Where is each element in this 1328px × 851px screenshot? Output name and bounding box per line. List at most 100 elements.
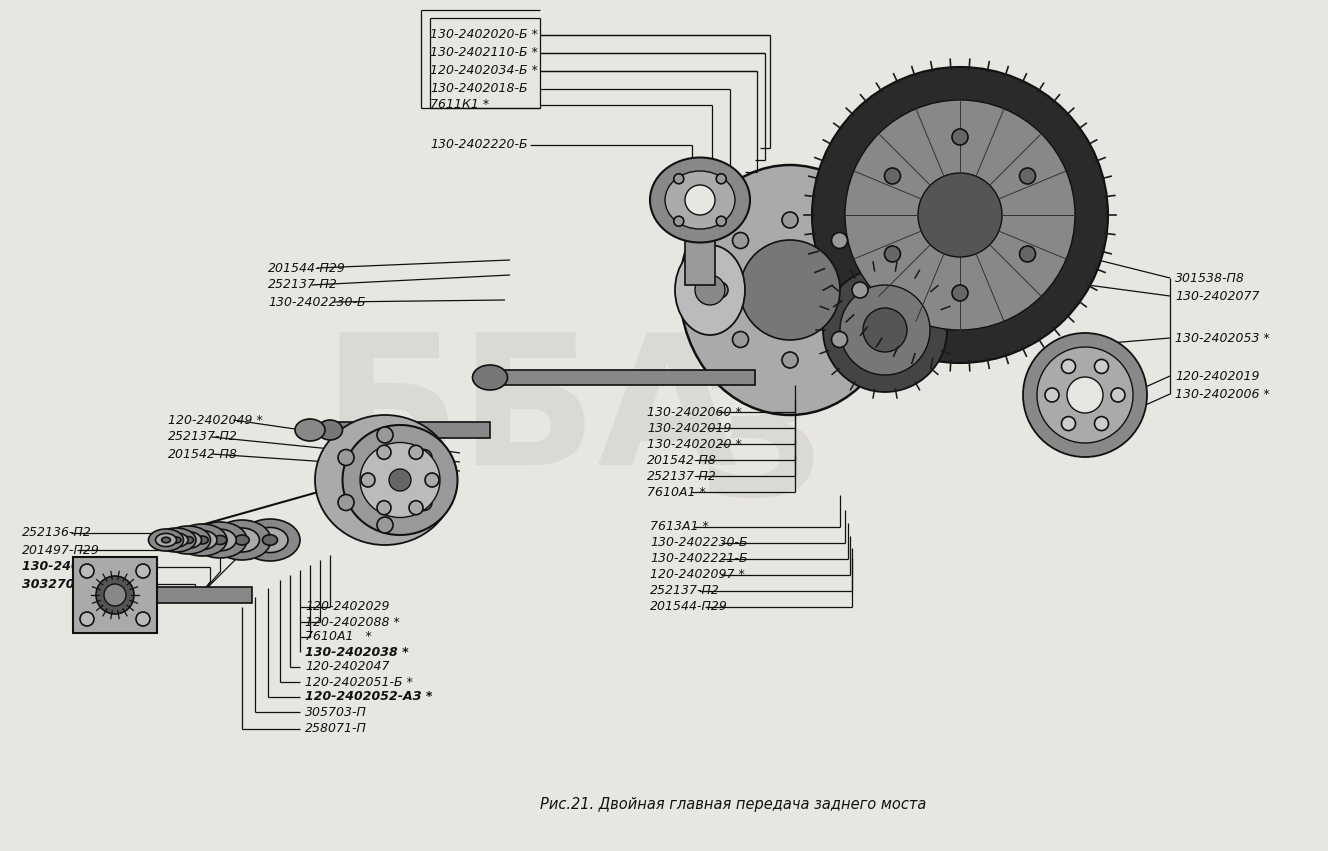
Ellipse shape — [360, 443, 440, 517]
Text: 120-2402049 *: 120-2402049 * — [169, 414, 263, 426]
Text: 120-2402047: 120-2402047 — [305, 660, 389, 673]
Text: 130-2402053 *: 130-2402053 * — [1175, 332, 1270, 345]
Text: 201542-П8: 201542-П8 — [647, 454, 717, 466]
Text: 120-2402029: 120-2402029 — [305, 601, 389, 614]
Bar — [329, 422, 490, 438]
Circle shape — [377, 500, 390, 515]
Circle shape — [884, 246, 900, 262]
Ellipse shape — [841, 285, 930, 375]
Text: 130-2402230-Б: 130-2402230-Б — [268, 295, 365, 309]
Ellipse shape — [195, 536, 208, 544]
Circle shape — [884, 168, 900, 184]
Circle shape — [952, 129, 968, 145]
Circle shape — [1094, 359, 1109, 374]
Circle shape — [377, 517, 393, 533]
Ellipse shape — [695, 275, 725, 305]
Text: 120-2402019: 120-2402019 — [1175, 369, 1259, 382]
Text: 130-2402077: 130-2402077 — [1175, 289, 1259, 302]
Circle shape — [952, 285, 968, 301]
Text: 120-2402052-АЗ *: 120-2402052-АЗ * — [305, 690, 433, 704]
Circle shape — [409, 500, 424, 515]
Text: 120-2402097 *: 120-2402097 * — [649, 568, 745, 581]
Ellipse shape — [163, 533, 189, 547]
Text: 7610А1 *: 7610А1 * — [647, 486, 705, 499]
Ellipse shape — [1037, 347, 1133, 443]
Circle shape — [1020, 246, 1036, 262]
Ellipse shape — [263, 534, 278, 545]
Circle shape — [80, 564, 94, 578]
Circle shape — [716, 216, 726, 226]
Circle shape — [1020, 168, 1036, 184]
Circle shape — [716, 174, 726, 184]
Text: 303270-П *: 303270-П * — [23, 578, 101, 591]
Ellipse shape — [1066, 377, 1104, 413]
Circle shape — [782, 212, 798, 228]
Text: 252137-П2: 252137-П2 — [647, 470, 717, 483]
Text: Рис.21. Двойная главная передача заднего моста: Рис.21. Двойная главная передача заднего… — [540, 797, 927, 813]
Ellipse shape — [317, 420, 343, 440]
Ellipse shape — [918, 173, 1003, 257]
Ellipse shape — [104, 584, 126, 606]
Circle shape — [135, 612, 150, 626]
Text: 130-2402020-Б *: 130-2402020-Б * — [430, 28, 538, 42]
Text: 130-2402018-Б: 130-2402018-Б — [430, 83, 527, 95]
Text: 7613А1 *: 7613А1 * — [649, 521, 709, 534]
Circle shape — [1112, 388, 1125, 402]
Ellipse shape — [740, 240, 841, 340]
Circle shape — [416, 494, 432, 511]
Text: 130-2402110-Б *: 130-2402110-Б * — [430, 47, 538, 60]
Circle shape — [673, 216, 684, 226]
Text: 201542-П8: 201542-П8 — [169, 448, 238, 460]
Circle shape — [782, 352, 798, 368]
Text: 130-2402036 *: 130-2402036 * — [23, 561, 126, 574]
Circle shape — [425, 473, 440, 487]
Ellipse shape — [224, 528, 259, 552]
Text: 120-2402034-Б *: 120-2402034-Б * — [430, 65, 538, 77]
Bar — [73, 557, 157, 633]
Text: 252137-П2: 252137-П2 — [649, 585, 720, 597]
Circle shape — [377, 427, 393, 443]
Circle shape — [1045, 388, 1058, 402]
Ellipse shape — [166, 526, 211, 554]
Text: 130-2402006 *: 130-2402006 * — [1175, 387, 1270, 401]
Ellipse shape — [389, 469, 410, 491]
Text: 301538-П8: 301538-П8 — [1175, 271, 1244, 284]
Ellipse shape — [863, 308, 907, 352]
Ellipse shape — [665, 171, 734, 229]
Ellipse shape — [473, 365, 507, 390]
Ellipse shape — [187, 530, 216, 550]
Circle shape — [135, 564, 150, 578]
Circle shape — [831, 232, 847, 248]
Ellipse shape — [162, 537, 170, 543]
Ellipse shape — [212, 520, 271, 560]
Circle shape — [416, 449, 432, 465]
Ellipse shape — [240, 519, 300, 561]
Text: 130-2402220-Б: 130-2402220-Б — [430, 139, 527, 151]
Circle shape — [831, 332, 847, 347]
Text: 201544-П29: 201544-П29 — [268, 261, 345, 275]
Text: З: З — [696, 357, 825, 533]
Ellipse shape — [1023, 333, 1147, 457]
Text: 130-2402060 *: 130-2402060 * — [647, 405, 742, 419]
Bar — [157, 587, 252, 603]
Ellipse shape — [675, 245, 745, 335]
Text: ББА: ББА — [323, 327, 737, 503]
Ellipse shape — [149, 529, 183, 551]
Circle shape — [339, 494, 355, 511]
Text: 7610А1   *: 7610А1 * — [305, 631, 372, 643]
Circle shape — [339, 449, 355, 465]
Ellipse shape — [252, 528, 288, 552]
Text: 252136-П2: 252136-П2 — [23, 527, 92, 540]
Bar — [685, 235, 714, 285]
Text: 130-2402019: 130-2402019 — [647, 421, 732, 435]
Ellipse shape — [171, 537, 181, 543]
Ellipse shape — [315, 415, 456, 545]
Ellipse shape — [823, 268, 947, 392]
Circle shape — [673, 174, 684, 184]
Text: 201544-П29: 201544-П29 — [649, 601, 728, 614]
Text: 130-2402230-Б: 130-2402230-Б — [649, 536, 748, 550]
Ellipse shape — [155, 528, 197, 552]
Circle shape — [1094, 417, 1109, 431]
Text: 130-2402020 *: 130-2402020 * — [647, 437, 742, 450]
Text: 252137-П2: 252137-П2 — [268, 278, 337, 292]
